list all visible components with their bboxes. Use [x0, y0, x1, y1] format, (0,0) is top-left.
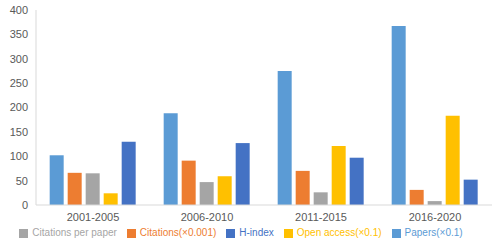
- html-text:Papers(×0.1): Papers(×0.1): [404, 227, 463, 238]
- svg-text:2006-2010: 2006-2010: [181, 211, 234, 223]
- html-text:Citations per paper: Citations per paper: [32, 227, 117, 238]
- svg-text:150: 150: [10, 126, 28, 138]
- svg-text:200: 200: [10, 101, 28, 113]
- svg-text:350: 350: [10, 28, 28, 40]
- svg-text:50: 50: [16, 175, 28, 187]
- html-text:Citations(×0.001): Citations(×0.001): [139, 227, 217, 238]
- svg-text:0: 0: [22, 199, 28, 211]
- svg-text:2016-2020: 2016-2020: [409, 211, 462, 223]
- svg-text:400: 400: [10, 4, 28, 16]
- svg-text:300: 300: [10, 53, 28, 65]
- html-text:Open access(×0.1): Open access(×0.1): [296, 227, 382, 238]
- svg-text:250: 250: [10, 77, 28, 89]
- svg-text:2011-2015: 2011-2015: [295, 211, 347, 223]
- svg-text:2001-2005: 2001-2005: [67, 211, 120, 223]
- html-text:H-index: H-index: [239, 227, 274, 238]
- svg-text:100: 100: [10, 150, 28, 162]
